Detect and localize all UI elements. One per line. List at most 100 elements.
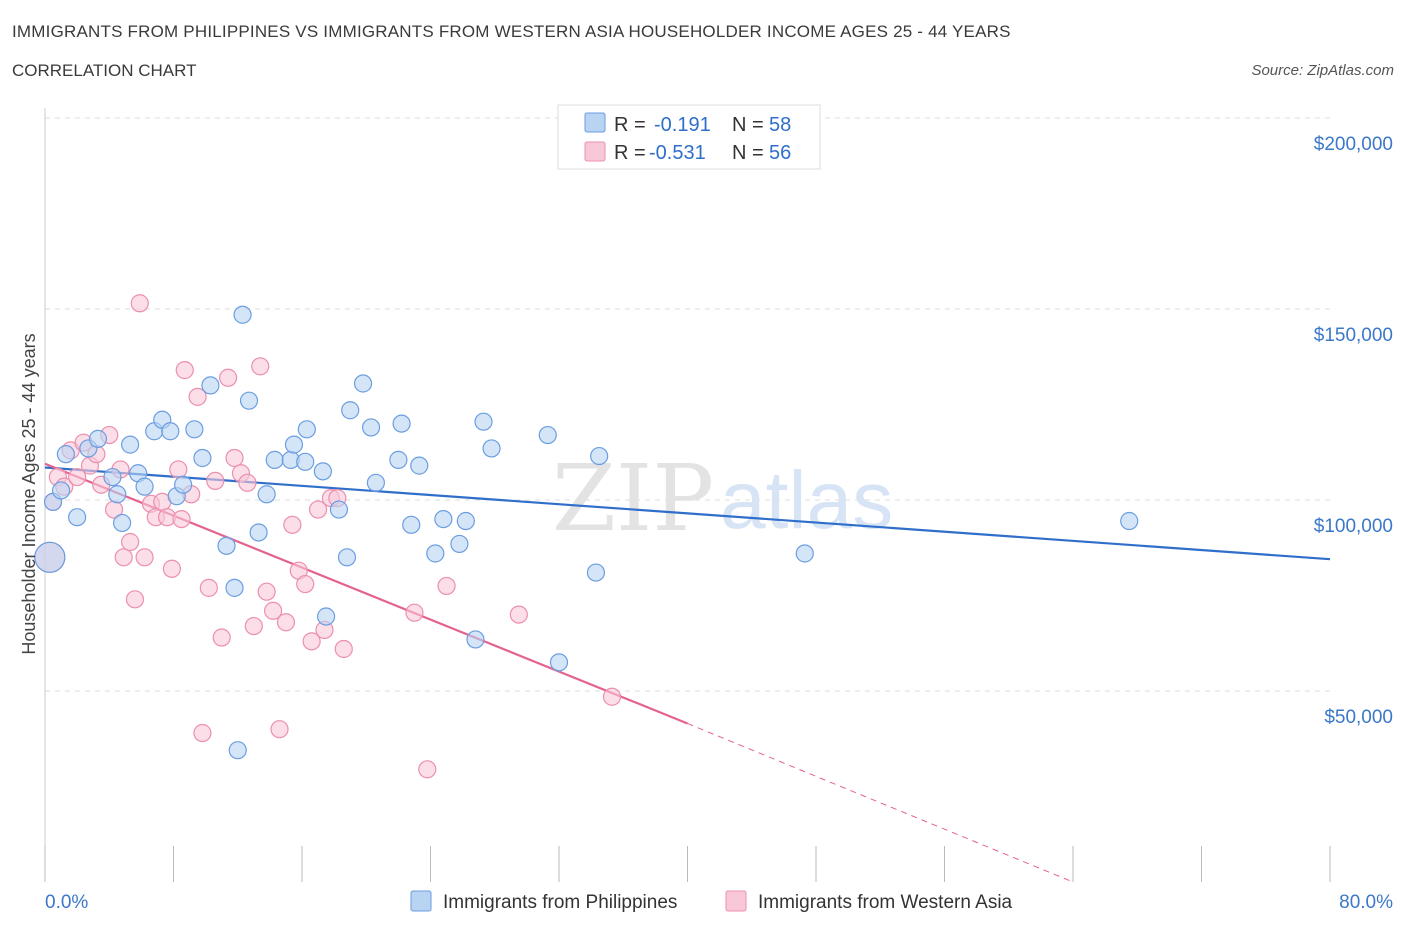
data-point-philippines — [185, 420, 204, 439]
data-point-philippines — [121, 435, 140, 454]
data-point-western-asia — [225, 448, 244, 468]
data-point-western-asia — [238, 473, 257, 492]
data-point-western-asia — [130, 294, 149, 313]
data-point-philippines — [265, 450, 284, 469]
y-tick-label: $200,000 — [1314, 134, 1393, 155]
data-point-philippines — [392, 414, 411, 433]
legend-r-label: R = — [614, 114, 646, 136]
chart-title: IMMIGRANTS FROM PHILIPPINES VS IMMIGRANT… — [12, 22, 1011, 41]
data-point-western-asia — [199, 578, 218, 597]
data-point-philippines — [538, 425, 557, 445]
y-tick-label: $50,000 — [1324, 707, 1393, 728]
data-point-philippines — [1120, 511, 1139, 531]
data-point-western-asia — [135, 548, 154, 567]
data-point-philippines — [284, 435, 304, 454]
data-point-western-asia — [509, 605, 528, 624]
data-point-philippines — [389, 450, 408, 469]
data-point-western-asia — [302, 632, 321, 651]
data-point-philippines — [201, 376, 220, 395]
data-point-philippines — [193, 448, 212, 468]
data-point-philippines — [586, 563, 606, 582]
legend-r-label: R = — [614, 142, 646, 164]
bottom-legend-label-philippines: Immigrants from Philippines — [443, 892, 677, 913]
data-point-philippines — [456, 511, 475, 531]
data-point-philippines — [337, 548, 357, 567]
data-point-philippines — [34, 541, 66, 573]
data-point-western-asia — [212, 628, 231, 647]
x-tick-labels: 0.0% 80.0% — [45, 892, 1393, 913]
data-point-western-asia — [263, 601, 283, 620]
data-point-philippines — [316, 607, 336, 626]
data-point-philippines — [88, 429, 108, 448]
data-point-philippines — [249, 523, 268, 542]
data-point-western-asia — [188, 387, 207, 406]
y-axis-title: Householder Income Ages 25 - 44 years — [19, 333, 39, 654]
watermark-atlas: atlas — [720, 455, 893, 546]
data-point-philippines — [466, 630, 485, 649]
data-point-philippines — [103, 467, 122, 487]
data-point-western-asia — [296, 574, 315, 594]
data-point-western-asia — [162, 559, 181, 578]
data-point-western-asia — [308, 500, 328, 519]
legend-n-value-western-asia: 56 — [769, 142, 791, 164]
data-point-western-asia — [405, 603, 424, 622]
data-point-western-asia — [437, 576, 456, 596]
data-point-philippines — [549, 653, 569, 672]
gridlines — [45, 117, 1330, 692]
data-point-philippines — [56, 445, 75, 464]
data-point-philippines — [174, 475, 193, 494]
legend-r-value-philippines: -0.191 — [654, 114, 711, 136]
data-point-western-asia — [114, 548, 133, 567]
data-point-philippines — [239, 391, 259, 410]
data-point-philippines — [228, 741, 247, 760]
bottom-legend-swatch-philippines — [410, 890, 432, 912]
legend-n-label: N = — [732, 114, 764, 136]
data-point-philippines — [402, 515, 421, 534]
correlation-legend: R = -0.191 N = 58 R = -0.531 N = 56 — [557, 104, 821, 170]
chart-subtitle: CORRELATION CHART — [12, 61, 197, 80]
legend-n-value-philippines: 58 — [769, 114, 791, 136]
data-point-western-asia — [251, 357, 270, 376]
source-credit: Source: ZipAtlas.com — [1251, 62, 1394, 79]
legend-r-value-western-asia: -0.531 — [649, 142, 706, 164]
data-point-philippines — [353, 374, 373, 393]
series-western-asia-points — [34, 294, 622, 779]
data-point-philippines — [135, 477, 154, 496]
data-point-western-asia — [244, 616, 263, 636]
series-philippines-points — [34, 305, 1139, 760]
x-tick-label: 80.0% — [1339, 892, 1393, 913]
data-point-philippines — [233, 305, 252, 324]
data-point-western-asia — [283, 515, 302, 534]
data-point-philippines — [296, 452, 315, 471]
y-tick-labels: $50,000 $100,000 $150,000 $200,000 — [1314, 134, 1393, 728]
bottom-legend-swatch-western-asia — [725, 890, 747, 912]
data-point-western-asia — [121, 532, 140, 552]
data-point-philippines — [112, 513, 132, 533]
data-point-western-asia — [169, 460, 188, 479]
bottom-legend-label-western-asia: Immigrants from Western Asia — [758, 892, 1013, 913]
axes — [44, 108, 1331, 882]
data-point-western-asia — [125, 590, 145, 609]
trend-line-western-asia-extension — [687, 723, 1074, 883]
data-point-philippines — [410, 456, 429, 475]
trend-line-philippines — [44, 466, 1331, 561]
data-point-philippines — [225, 578, 244, 597]
legend-swatch-western-asia — [584, 141, 606, 162]
data-point-western-asia — [270, 720, 289, 739]
data-point-western-asia — [172, 509, 191, 529]
data-point-philippines — [426, 544, 445, 563]
data-point-western-asia — [68, 467, 87, 487]
data-point-western-asia — [257, 582, 276, 601]
data-point-western-asia — [193, 723, 212, 743]
data-point-philippines — [161, 422, 180, 441]
data-point-philippines — [313, 462, 332, 481]
data-point-philippines — [257, 485, 276, 504]
legend-swatch-philippines — [584, 112, 606, 133]
data-point-western-asia — [219, 368, 238, 387]
data-point-philippines — [361, 418, 381, 437]
data-point-philippines — [450, 534, 469, 554]
data-point-philippines — [51, 481, 71, 500]
data-point-western-asia — [334, 639, 353, 659]
y-tick-label: $150,000 — [1314, 325, 1393, 346]
